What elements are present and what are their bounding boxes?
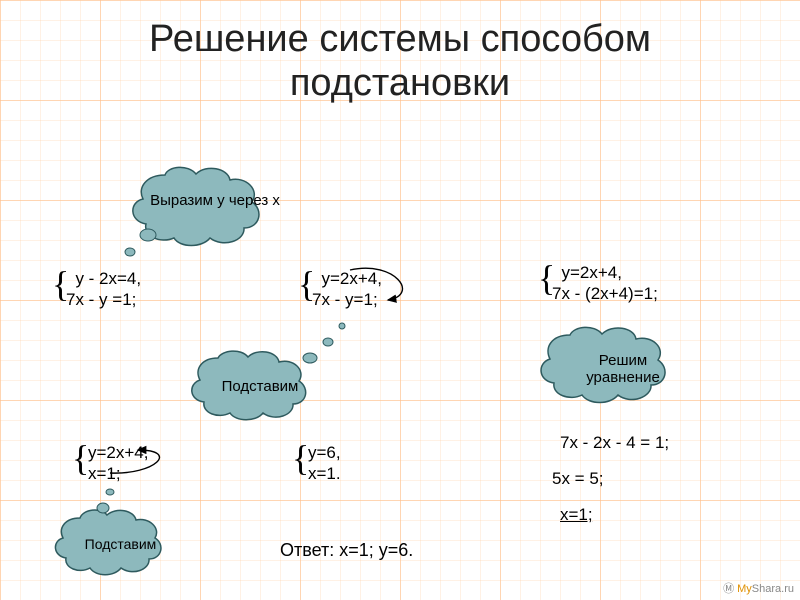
system-2: у=2х+4, 7х - у=1; [312,268,382,311]
cloud-substitute1-label: Подставим [205,378,315,395]
brace-4: { [72,440,89,476]
system-1: у - 2х=4, 7х - у =1; [66,268,141,311]
cloud-solve-label: Решим уравнение [563,352,683,386]
watermark-brand: My [737,583,752,595]
page-title: Решение системы способом подстановки [0,18,800,105]
system-4: у=2х+4, х=1; [88,442,149,485]
watermark-suffix: Shara.ru [752,583,794,595]
system-3: у=2х+4, 7х - (2х+4)=1; [552,262,658,305]
brace-5: { [292,440,309,476]
solve-step-2: 5х = 5; [552,468,604,489]
watermark: Ⓜ MyShara.ru [723,580,794,596]
solve-step-3: х=1; [560,504,593,525]
cloud-substitute-1 [192,323,345,420]
cloud-express [125,167,259,256]
cloud-substitute2-label: Подставим [68,536,173,552]
solve-step-1: 7х - 2х - 4 = 1; [560,432,669,453]
cloud-substitute-2 [55,489,161,575]
watermark-icon: Ⓜ [723,583,737,595]
cloud-express-label: Выразим у через х [150,192,280,209]
answer-line: Ответ: х=1; у=6. [280,540,413,561]
slide: Решение системы способом подстановки [0,0,800,600]
system-5: у=6, х=1. [308,442,341,485]
